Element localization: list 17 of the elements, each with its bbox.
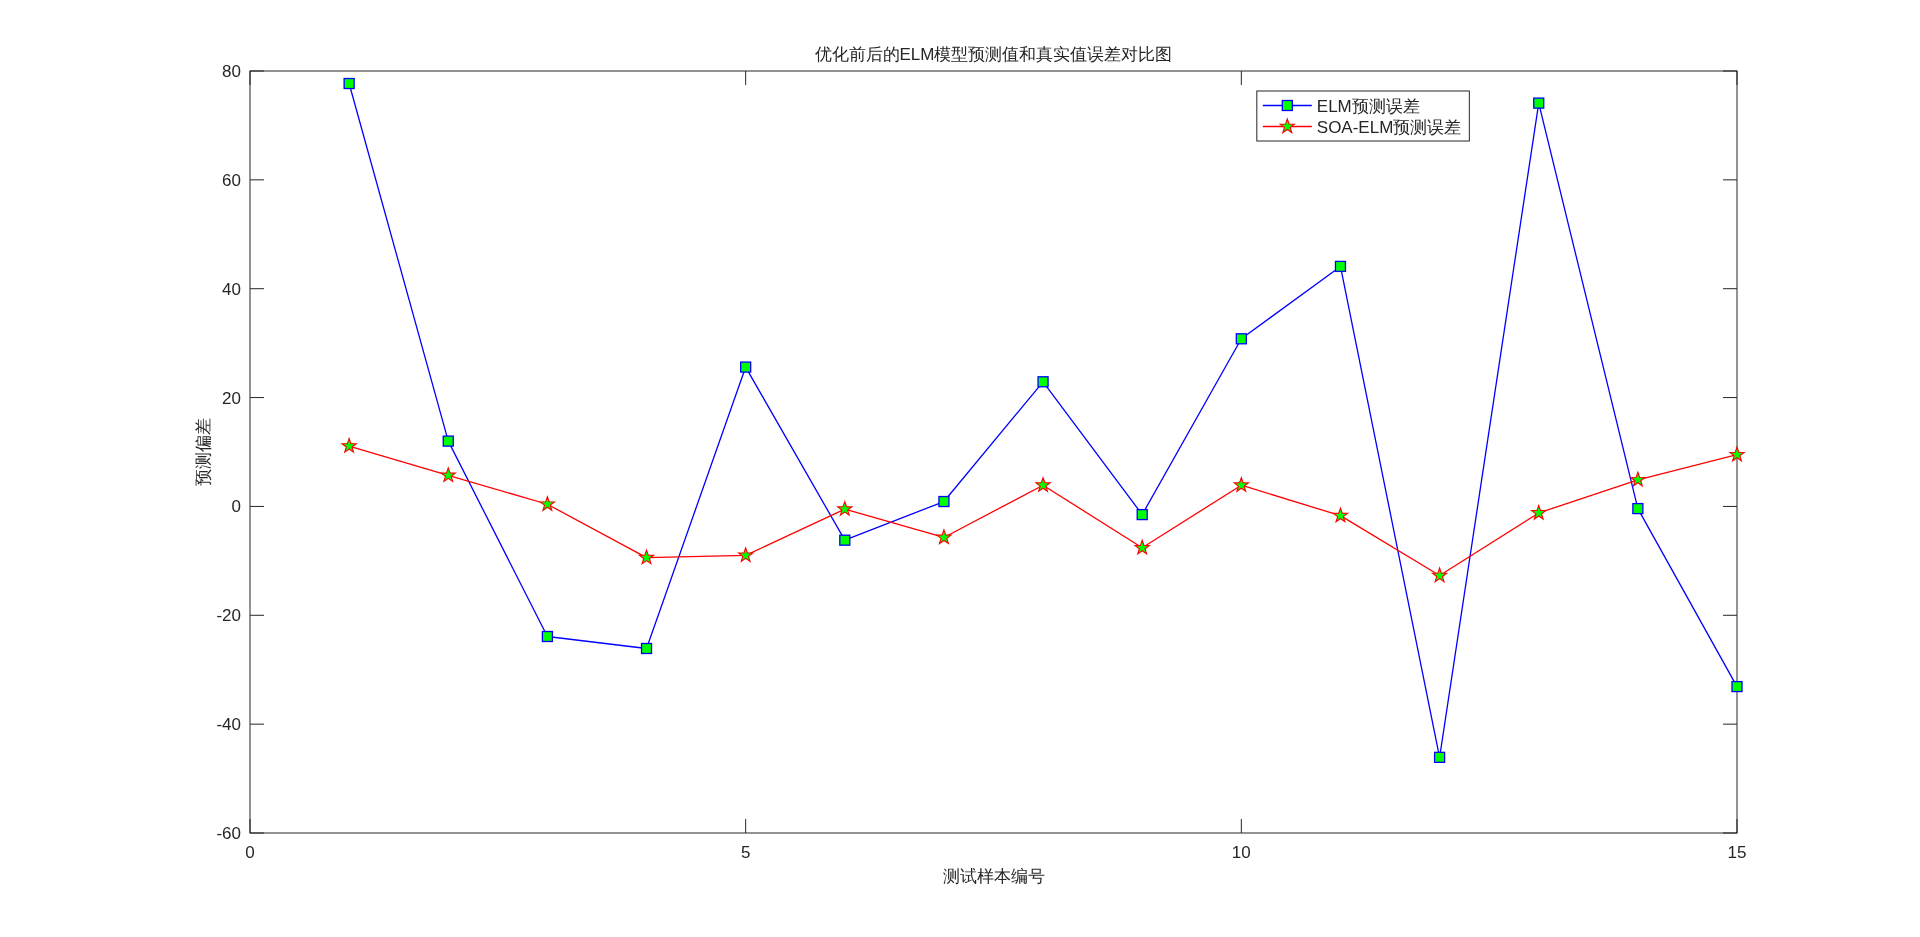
y-tick-label: 40 [222,279,241,299]
y-tick-label: -20 [216,605,241,625]
y-tick-label: 20 [222,388,241,408]
y-tick-label: -40 [216,714,241,734]
legend-label: ELM预测误差 [1316,96,1420,115]
y-tick-label: -60 [216,823,241,843]
title: 优化前后的ELM模型预测值和真实值误差对比图 [814,44,1173,64]
x-tick-label: 15 [1727,842,1747,862]
legend-label: SOA-ELM预测误差 [1316,117,1462,136]
y-tick-label: 80 [222,61,241,81]
x-tick-label: 5 [740,842,751,862]
y-tick-label: 0 [231,496,241,516]
y-axis-title: 预测偏差 [193,418,213,486]
x-axis-title: 测试样本编号 [942,866,1045,886]
x-tick-label: 10 [1231,842,1251,862]
x-tick-label: 0 [245,842,255,862]
y-tick-label: 60 [222,170,241,190]
